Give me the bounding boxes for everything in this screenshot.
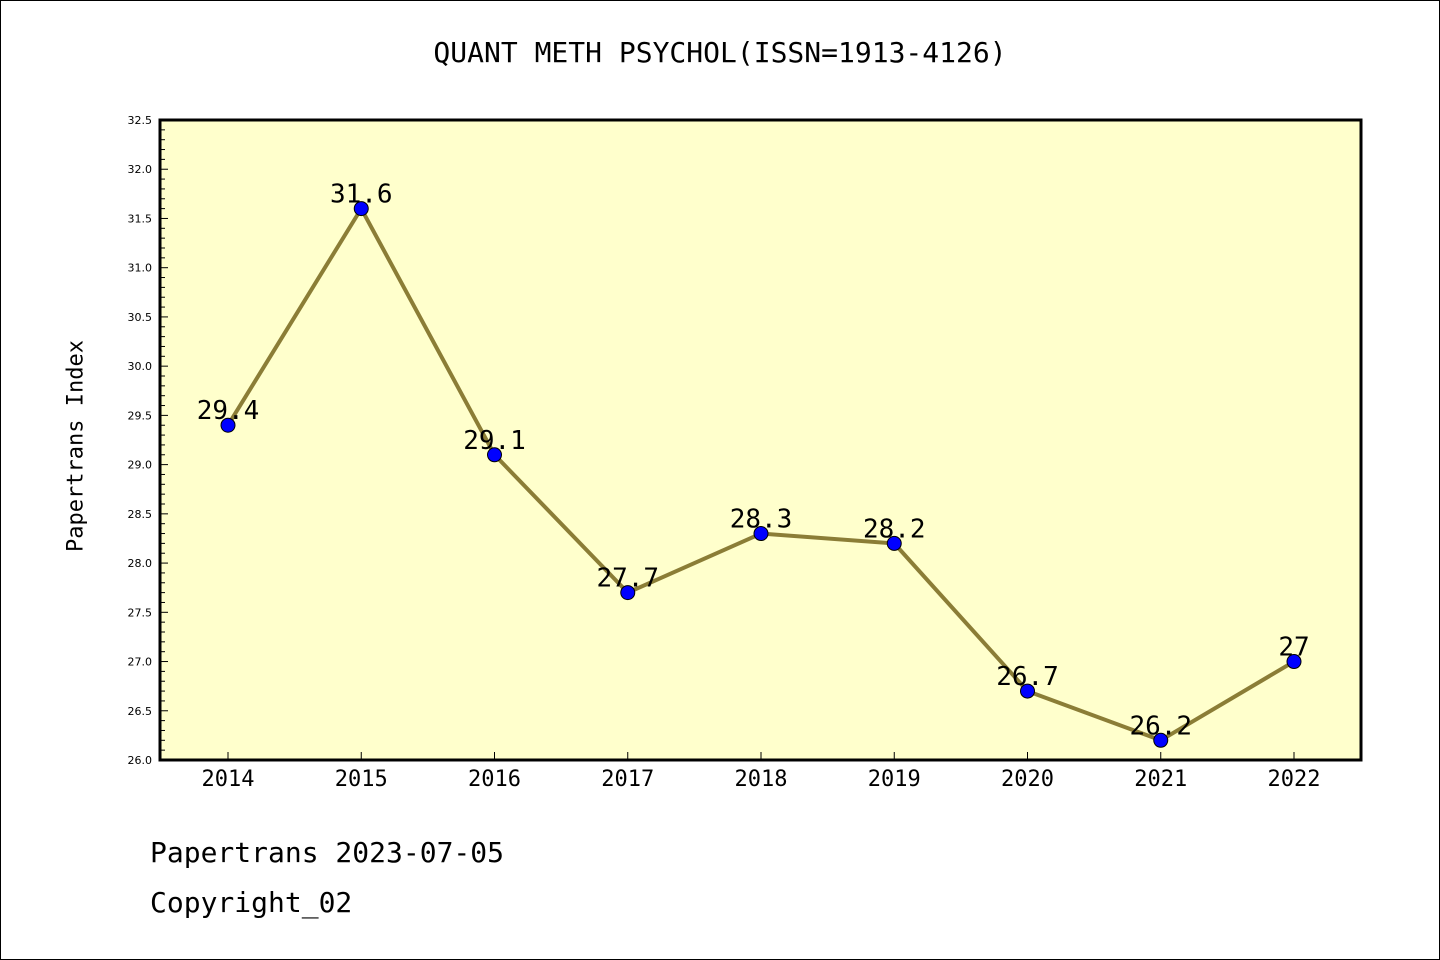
- x-tick-label: 2022: [1268, 767, 1321, 792]
- x-tick-label: 2020: [1001, 767, 1054, 792]
- data-point: [1286, 654, 1302, 670]
- y-tick-label: 29.5: [128, 409, 153, 422]
- footer-copyright: Copyright_02: [150, 886, 353, 919]
- plot-area: [160, 120, 1361, 760]
- data-label: 29.1: [463, 426, 526, 456]
- data-label: 26.7: [996, 662, 1059, 692]
- data-point: [1020, 683, 1035, 699]
- data-point: [1153, 732, 1169, 748]
- data-point: [220, 417, 236, 433]
- x-tick-label: 2014: [202, 767, 255, 792]
- data-point: [487, 447, 502, 463]
- y-tick-label: 30.5: [128, 311, 153, 324]
- data-label: 27.7: [596, 564, 659, 594]
- data-label: 27: [1278, 633, 1309, 663]
- data-point: [620, 585, 636, 601]
- y-tick-label: 28.0: [128, 557, 153, 570]
- data-label: 28.3: [730, 505, 793, 535]
- data-label: 31.6: [330, 180, 393, 210]
- data-labels: 29.4 31.6 29.1 27.7 28.3 28.2 26.7 26.2 27: [197, 180, 1310, 742]
- y-tick-label: 31.5: [128, 212, 153, 225]
- y-tick-label: 26.5: [128, 705, 153, 718]
- y-tick-label: 30.0: [128, 360, 153, 373]
- x-tick-label: 2017: [601, 767, 654, 792]
- y-tick-label: 27.0: [128, 656, 153, 669]
- chart-title: QUANT METH PSYCHOL(ISSN=1913-4126): [433, 36, 1007, 69]
- y-tick-label: 32.5: [128, 114, 153, 127]
- y-tick-label: 29.0: [128, 459, 153, 472]
- data-label: 26.2: [1129, 711, 1192, 741]
- data-point: [886, 535, 902, 551]
- series-layer: [220, 201, 1302, 748]
- y-tick-label: 27.5: [128, 606, 153, 619]
- data-point: [353, 201, 369, 217]
- x-tick-label: 2019: [868, 767, 921, 792]
- footer-date: Papertrans 2023-07-05: [150, 836, 505, 869]
- x-tick-label: 2016: [468, 767, 521, 792]
- x-axis: 2014 2015 2016 2017 2018 2019 2020 2021 2022: [202, 752, 1321, 792]
- x-tick-label: 2021: [1134, 767, 1187, 792]
- y-tick-label: 32.0: [128, 163, 153, 176]
- y-tick-label: 28.5: [128, 508, 153, 521]
- y-tick-label: 31.0: [128, 262, 153, 275]
- y-tick-label: 26.0: [128, 754, 153, 767]
- data-label: 29.4: [197, 396, 260, 426]
- plot-frame: [158, 118, 1363, 762]
- data-point: [753, 526, 769, 542]
- x-tick-label: 2018: [735, 767, 788, 792]
- x-tick-label: 2015: [335, 767, 388, 792]
- data-label: 28.2: [863, 514, 926, 544]
